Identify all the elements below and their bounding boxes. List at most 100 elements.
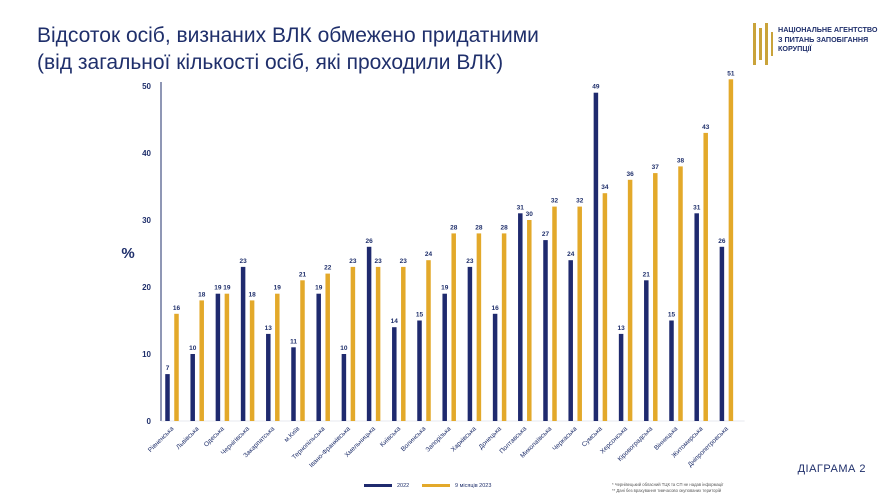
bar-2022	[366, 246, 372, 421]
data-label-2023: 38	[677, 157, 685, 164]
bar-2022	[518, 213, 523, 421]
bar-2022	[492, 313, 498, 421]
x-tick-label: Черкаська	[551, 425, 578, 452]
data-label-2023: 36	[626, 171, 634, 178]
bar-2023	[476, 233, 482, 421]
x-tick-label: Запорізька	[424, 424, 453, 453]
chart-title: Відсоток осіб, визнаних ВЛК обмежено при…	[37, 22, 539, 76]
bar-2022	[190, 354, 195, 421]
bar-2023	[451, 233, 456, 421]
x-tick-label: Дніпропетровська	[686, 424, 730, 468]
logo-line-3: КОРУПЦІЇ	[778, 44, 812, 53]
bar-2023	[275, 293, 280, 421]
bar-2022	[442, 293, 447, 421]
data-label-2023: 19	[274, 285, 282, 292]
diagram-number-label: ДІАГРАМА 2	[797, 463, 866, 475]
agency-logo: НАЦІОНАЛЬНЕ АГЕНТСТВО З ПИТАНЬ ЗАПОБІГАН…	[752, 20, 878, 70]
bar-2022	[694, 213, 699, 421]
x-tick-label: Сумська	[581, 425, 604, 448]
data-label-2022: 13	[265, 325, 273, 332]
bar-2022	[669, 320, 674, 421]
y-tick-label: 40	[142, 149, 151, 158]
bar-2023	[375, 266, 381, 421]
data-label-2023: 43	[702, 124, 710, 131]
data-label-2023: 34	[601, 184, 609, 191]
bar-2023	[325, 273, 330, 421]
data-label-2022: 19	[214, 285, 222, 292]
bar-2023	[350, 266, 356, 421]
x-tick-label: Львівська	[174, 424, 201, 451]
data-label-2022: 31	[693, 204, 701, 211]
bar-2023	[552, 206, 557, 421]
data-label-2023: 21	[299, 271, 307, 278]
data-label-2022: 10	[340, 345, 348, 352]
bar-2022	[467, 266, 473, 421]
bar-2022	[719, 246, 725, 421]
data-label-2022: 26	[365, 238, 373, 245]
data-label-2022: 19	[441, 285, 449, 292]
bar-2023	[426, 260, 431, 421]
data-label-2022: 10	[189, 345, 197, 352]
data-label-2022: 26	[718, 238, 726, 245]
legend-label-2022: 2022	[397, 483, 409, 489]
bar-2023	[678, 166, 683, 421]
bar-2023	[577, 206, 582, 421]
bar-2022	[568, 260, 573, 421]
data-label-2023: 18	[198, 291, 206, 298]
x-tick-label: Одеська	[203, 425, 226, 448]
footnote-1: * Чернівецький обласний ТЦК та СП не над…	[612, 482, 724, 487]
data-label-2023: 30	[526, 211, 534, 218]
data-label-2022: 19	[315, 285, 323, 292]
x-tick-label: Івано-Франківська	[307, 424, 352, 469]
data-label-2022: 7	[166, 365, 170, 372]
chart-title-line-1: Відсоток осіб, визнаних ВЛК обмежено при…	[37, 24, 539, 47]
bar-2022	[266, 333, 271, 421]
data-label-2022: 16	[491, 305, 499, 312]
x-tick-label: м.Київ	[283, 425, 302, 444]
footnote-2: ** Дані без врахування тимчасово окупова…	[612, 487, 722, 493]
agency-logo-mark-icon	[753, 23, 773, 65]
x-tick-label: Рівненська	[146, 424, 175, 453]
footnotes: * Чернівецький обласний ТЦК та СП не над…	[612, 482, 723, 493]
bar-2022	[341, 354, 347, 421]
data-label-2022: 21	[643, 271, 651, 278]
data-label-2022: 14	[391, 318, 399, 325]
bar-2023	[501, 233, 507, 421]
bar-2022	[316, 293, 321, 421]
chart-title-line-2: (від загальної кількості осіб, які прохо…	[37, 51, 504, 74]
bar-2023	[249, 300, 255, 421]
bar-2023	[703, 132, 708, 421]
bar-2022	[593, 92, 599, 421]
logo-line-2: З ПИТАНЬ ЗАПОБІГАННЯ	[778, 34, 869, 44]
data-label-2023: 32	[551, 198, 559, 205]
data-label-2023: 23	[349, 258, 357, 265]
legend-swatch-2022	[364, 484, 392, 487]
y-tick-label: 10	[142, 350, 151, 359]
data-label-2022: 15	[416, 312, 424, 319]
bar-2023	[224, 293, 230, 421]
bar-2022	[165, 374, 170, 421]
bar-2022	[240, 266, 246, 421]
data-label-2023: 28	[500, 224, 508, 231]
bar-2022	[543, 240, 548, 421]
data-label-2023: 19	[223, 285, 231, 292]
data-label-2022: 23	[239, 258, 247, 265]
y-tick-label: 30	[142, 216, 151, 225]
x-tick-label: Київська	[379, 425, 402, 448]
x-tick-label: Харківська	[449, 424, 478, 453]
bar-2022	[618, 333, 624, 421]
data-label-2023: 28	[450, 224, 458, 231]
data-label-2023: 23	[374, 258, 382, 265]
data-label-2023: 32	[576, 198, 584, 205]
bar-2023	[602, 193, 608, 421]
data-label-2023: 51	[727, 70, 735, 77]
bar-2022	[215, 293, 221, 421]
bar-2022	[417, 320, 422, 421]
data-label-2023: 18	[248, 291, 256, 298]
data-label-2022: 27	[542, 231, 550, 238]
data-label-2022: 24	[567, 251, 575, 258]
y-axis-label: %	[121, 245, 134, 262]
logo-line-1: НАЦІОНАЛЬНЕ АГЕНТСТВО	[778, 25, 878, 34]
y-tick-label: 50	[142, 82, 151, 91]
bar-2023	[174, 313, 179, 421]
